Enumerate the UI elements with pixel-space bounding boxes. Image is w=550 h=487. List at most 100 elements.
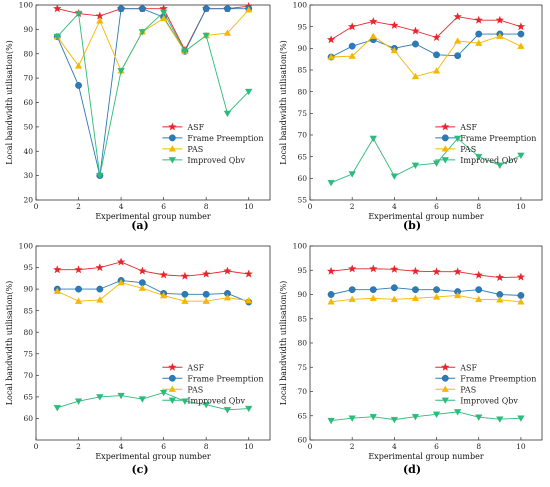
data-point bbox=[453, 267, 462, 276]
data-point bbox=[96, 172, 104, 180]
y-tick-label: 75 bbox=[297, 363, 307, 372]
legend-entry: Improved Qbv bbox=[460, 156, 518, 165]
data-point bbox=[53, 265, 62, 274]
data-point bbox=[411, 26, 420, 35]
data-point bbox=[327, 291, 335, 298]
data-point bbox=[495, 15, 505, 24]
data-point bbox=[201, 269, 211, 278]
data-point bbox=[453, 291, 462, 299]
data-point bbox=[138, 5, 146, 13]
y-tick-label: 85 bbox=[23, 306, 33, 315]
chart-panel: 0 2 4 6 8 10 60 65 70 75 80 85 90 95 100 Experimental g… bbox=[5, 242, 271, 476]
chart-panel: 0 2 4 6 8 10 55 60 65 70 75 80 85 90 95 100 Experimental… bbox=[279, 1, 543, 232]
data-point bbox=[327, 417, 335, 425]
series-line bbox=[56, 11, 250, 176]
series-line bbox=[57, 280, 249, 303]
data-point bbox=[453, 12, 462, 21]
data-point bbox=[369, 135, 377, 143]
data-point bbox=[223, 110, 232, 118]
x-tick-label: 0 bbox=[34, 442, 39, 451]
y-tick-label: 65 bbox=[23, 392, 33, 401]
data-point bbox=[516, 272, 526, 281]
y-tick-label: 90 bbox=[297, 44, 307, 53]
legend: ASF Frame Preemption PAS Improved Qbv bbox=[435, 122, 536, 165]
data-point bbox=[432, 160, 441, 167]
data-point bbox=[475, 39, 483, 46]
data-point bbox=[53, 4, 62, 13]
data-point bbox=[245, 88, 253, 96]
data-point bbox=[517, 415, 525, 422]
x-tick-label: 8 bbox=[476, 442, 481, 451]
y-tick-label: 90 bbox=[23, 285, 33, 294]
data-point bbox=[96, 296, 104, 303]
data-point bbox=[496, 162, 504, 170]
data-point bbox=[117, 5, 125, 13]
data-point bbox=[181, 398, 189, 405]
data-point bbox=[348, 286, 356, 294]
data-point bbox=[202, 290, 210, 298]
data-point bbox=[327, 298, 335, 305]
legend-marker bbox=[441, 362, 450, 371]
x-tick-label: 10 bbox=[516, 202, 526, 211]
legend-entry: Frame Preemption bbox=[460, 374, 536, 383]
y-tick-label: 70 bbox=[23, 371, 33, 380]
y-tick-label: 60 bbox=[23, 98, 33, 107]
data-point bbox=[348, 42, 356, 50]
data-point bbox=[75, 285, 82, 293]
data-point bbox=[475, 153, 483, 161]
plot-area bbox=[35, 245, 271, 441]
data-point bbox=[116, 257, 126, 266]
data-point bbox=[390, 284, 398, 292]
y-tick-label: 65 bbox=[297, 152, 307, 161]
data-point bbox=[516, 22, 526, 31]
data-point bbox=[96, 17, 104, 24]
data-point bbox=[474, 270, 483, 279]
legend-entry: Frame Preemption bbox=[460, 134, 536, 143]
legend: ASF Frame Preemption PAS Improved Qbv bbox=[162, 362, 264, 405]
panel-label: (c) bbox=[131, 463, 148, 476]
data-point bbox=[454, 52, 462, 60]
data-point bbox=[412, 40, 419, 48]
x-axis-label: Experimental group number bbox=[95, 452, 210, 461]
data-point bbox=[433, 286, 440, 294]
y-tick-label: 60 bbox=[297, 174, 307, 183]
y-tick-label: 80 bbox=[23, 328, 33, 337]
y-tick-label: 50 bbox=[23, 122, 33, 131]
x-tick-label: 0 bbox=[308, 202, 313, 211]
data-point bbox=[96, 394, 104, 401]
legend-entry: Improved Qbv bbox=[187, 156, 245, 165]
legend-marker bbox=[441, 385, 449, 392]
x-tick-label: 4 bbox=[119, 442, 124, 451]
data-point bbox=[496, 416, 504, 423]
data-point bbox=[74, 265, 83, 274]
data-point bbox=[159, 389, 168, 397]
data-point bbox=[181, 290, 189, 298]
x-tick-label: 6 bbox=[434, 442, 439, 451]
series-line bbox=[57, 392, 249, 411]
legend-marker bbox=[441, 397, 449, 404]
x-tick-label: 4 bbox=[392, 202, 397, 211]
data-point bbox=[96, 285, 104, 293]
series-line bbox=[331, 268, 521, 278]
y-tick-label: 65 bbox=[297, 411, 307, 420]
series-line bbox=[57, 261, 249, 277]
data-point bbox=[245, 405, 253, 413]
legend-entry: Improved Qbv bbox=[460, 396, 518, 405]
series-line bbox=[331, 35, 522, 78]
data-point bbox=[432, 33, 441, 42]
panel-label: (b) bbox=[403, 219, 421, 232]
y-tick-label: 85 bbox=[297, 314, 307, 323]
chart-panel: 0 2 4 6 8 10 20 30 40 50 60 70 80 90 100 Experimental g… bbox=[5, 1, 271, 232]
legend-marker bbox=[168, 385, 177, 392]
data-point bbox=[326, 35, 336, 44]
data-point bbox=[245, 6, 253, 13]
panel-label: (a) bbox=[131, 219, 149, 232]
x-tick-label: 4 bbox=[392, 442, 397, 451]
x-tick-label: 0 bbox=[34, 202, 39, 211]
y-tick-label: 85 bbox=[297, 66, 307, 75]
data-point bbox=[327, 179, 335, 187]
y-tick-label: 70 bbox=[23, 74, 33, 83]
data-point bbox=[223, 407, 232, 414]
x-tick-label: 10 bbox=[516, 442, 526, 451]
data-point bbox=[474, 15, 483, 24]
